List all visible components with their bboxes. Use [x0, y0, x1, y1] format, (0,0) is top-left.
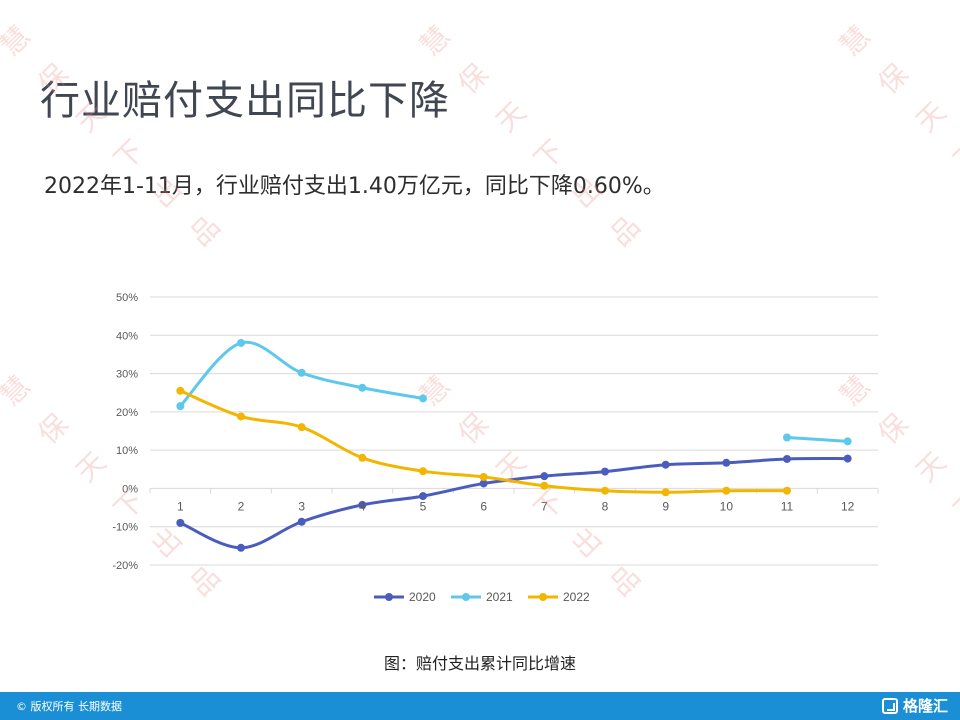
- legend-label-2022: 2022: [563, 590, 590, 604]
- data-point-2022: [358, 453, 367, 462]
- data-point-2022: [237, 412, 245, 421]
- data-point-2021: [237, 338, 245, 347]
- page-subtitle: 2022年1-11月，行业赔付支出1.40万亿元，同比下降0.60%。: [44, 174, 665, 199]
- y-tick-label: -10%: [112, 522, 138, 534]
- line-chart: 50%40%30%20%10%0%-10%-20% 1 2 3 4 5 6 7 8 9 10 11 1…: [112, 292, 879, 604]
- x-tick-label: 11: [781, 499, 794, 513]
- data-point-2022: [661, 488, 670, 497]
- data-point-2021: [419, 394, 427, 403]
- x-tick-label: 5: [420, 499, 427, 513]
- data-point-2022: [176, 386, 185, 395]
- data-point-2021: [176, 402, 185, 411]
- data-point-2020: [540, 472, 549, 481]
- brand-logo: 格隆汇: [881, 695, 948, 716]
- data-point-2020: [176, 518, 185, 527]
- data-point-2020: [479, 479, 488, 488]
- y-tick-label: 0%: [122, 483, 138, 495]
- logo-icon: [881, 697, 898, 714]
- data-point-2021: [297, 368, 306, 377]
- x-tick-label: 2: [238, 499, 245, 513]
- y-tick-label: 20%: [116, 407, 138, 419]
- y-tick-label: -20%: [112, 560, 138, 572]
- data-point-2022: [479, 472, 488, 481]
- footer-bar: © 版权所有 长期数据 格隆汇: [0, 692, 960, 720]
- x-tick-label: 9: [662, 499, 669, 513]
- data-point-2020: [661, 460, 670, 469]
- data-point-2022: [601, 486, 609, 495]
- series-line-2020: [178, 457, 850, 550]
- data-point-2020: [783, 454, 791, 463]
- data-point-2020: [358, 500, 367, 509]
- y-tick-label: 30%: [116, 369, 138, 381]
- legend-label-2021: 2021: [486, 590, 513, 604]
- x-tick-label: 4: [359, 499, 366, 513]
- y-tick-label: 10%: [116, 445, 138, 457]
- data-point-2020: [722, 458, 731, 467]
- data-point-2020: [419, 492, 427, 501]
- data-point-2022: [297, 423, 306, 432]
- data-point-2022: [783, 486, 791, 495]
- x-tick-label: 3: [298, 499, 305, 513]
- x-tick-label: 8: [602, 499, 609, 513]
- y-tick-label: 50%: [116, 292, 138, 304]
- x-tick-label: 7: [541, 499, 548, 513]
- data-point-2021: [358, 383, 367, 392]
- legend-marker-2022: [539, 593, 547, 601]
- data-point-2020: [297, 517, 306, 526]
- legend-marker-2020: [385, 593, 393, 601]
- series-line-2021: [785, 436, 850, 443]
- x-tick-label: 1: [177, 499, 184, 513]
- y-tick-label: 40%: [116, 330, 138, 342]
- page-title: 行业赔付支出同比下降: [40, 78, 450, 124]
- chart-caption: 图：赔付支出累计同比增速: [383, 654, 576, 673]
- x-tick-label: 10: [720, 499, 734, 513]
- x-tick-label: 6: [480, 499, 487, 513]
- data-point-2021: [843, 437, 852, 446]
- data-point-2021: [783, 433, 791, 442]
- data-point-2022: [540, 481, 549, 490]
- data-point-2020: [843, 454, 852, 463]
- data-point-2022: [419, 467, 427, 476]
- data-point-2020: [237, 543, 245, 552]
- x-tick-label: 12: [841, 499, 855, 513]
- data-point-2022: [722, 486, 731, 495]
- data-point-2020: [601, 467, 609, 476]
- logo-text: 格隆汇: [902, 697, 948, 715]
- copyright-text: © 版权所有 长期数据: [16, 700, 122, 713]
- legend-label-2020: 2020: [409, 590, 436, 604]
- legend-marker-2021: [462, 593, 470, 601]
